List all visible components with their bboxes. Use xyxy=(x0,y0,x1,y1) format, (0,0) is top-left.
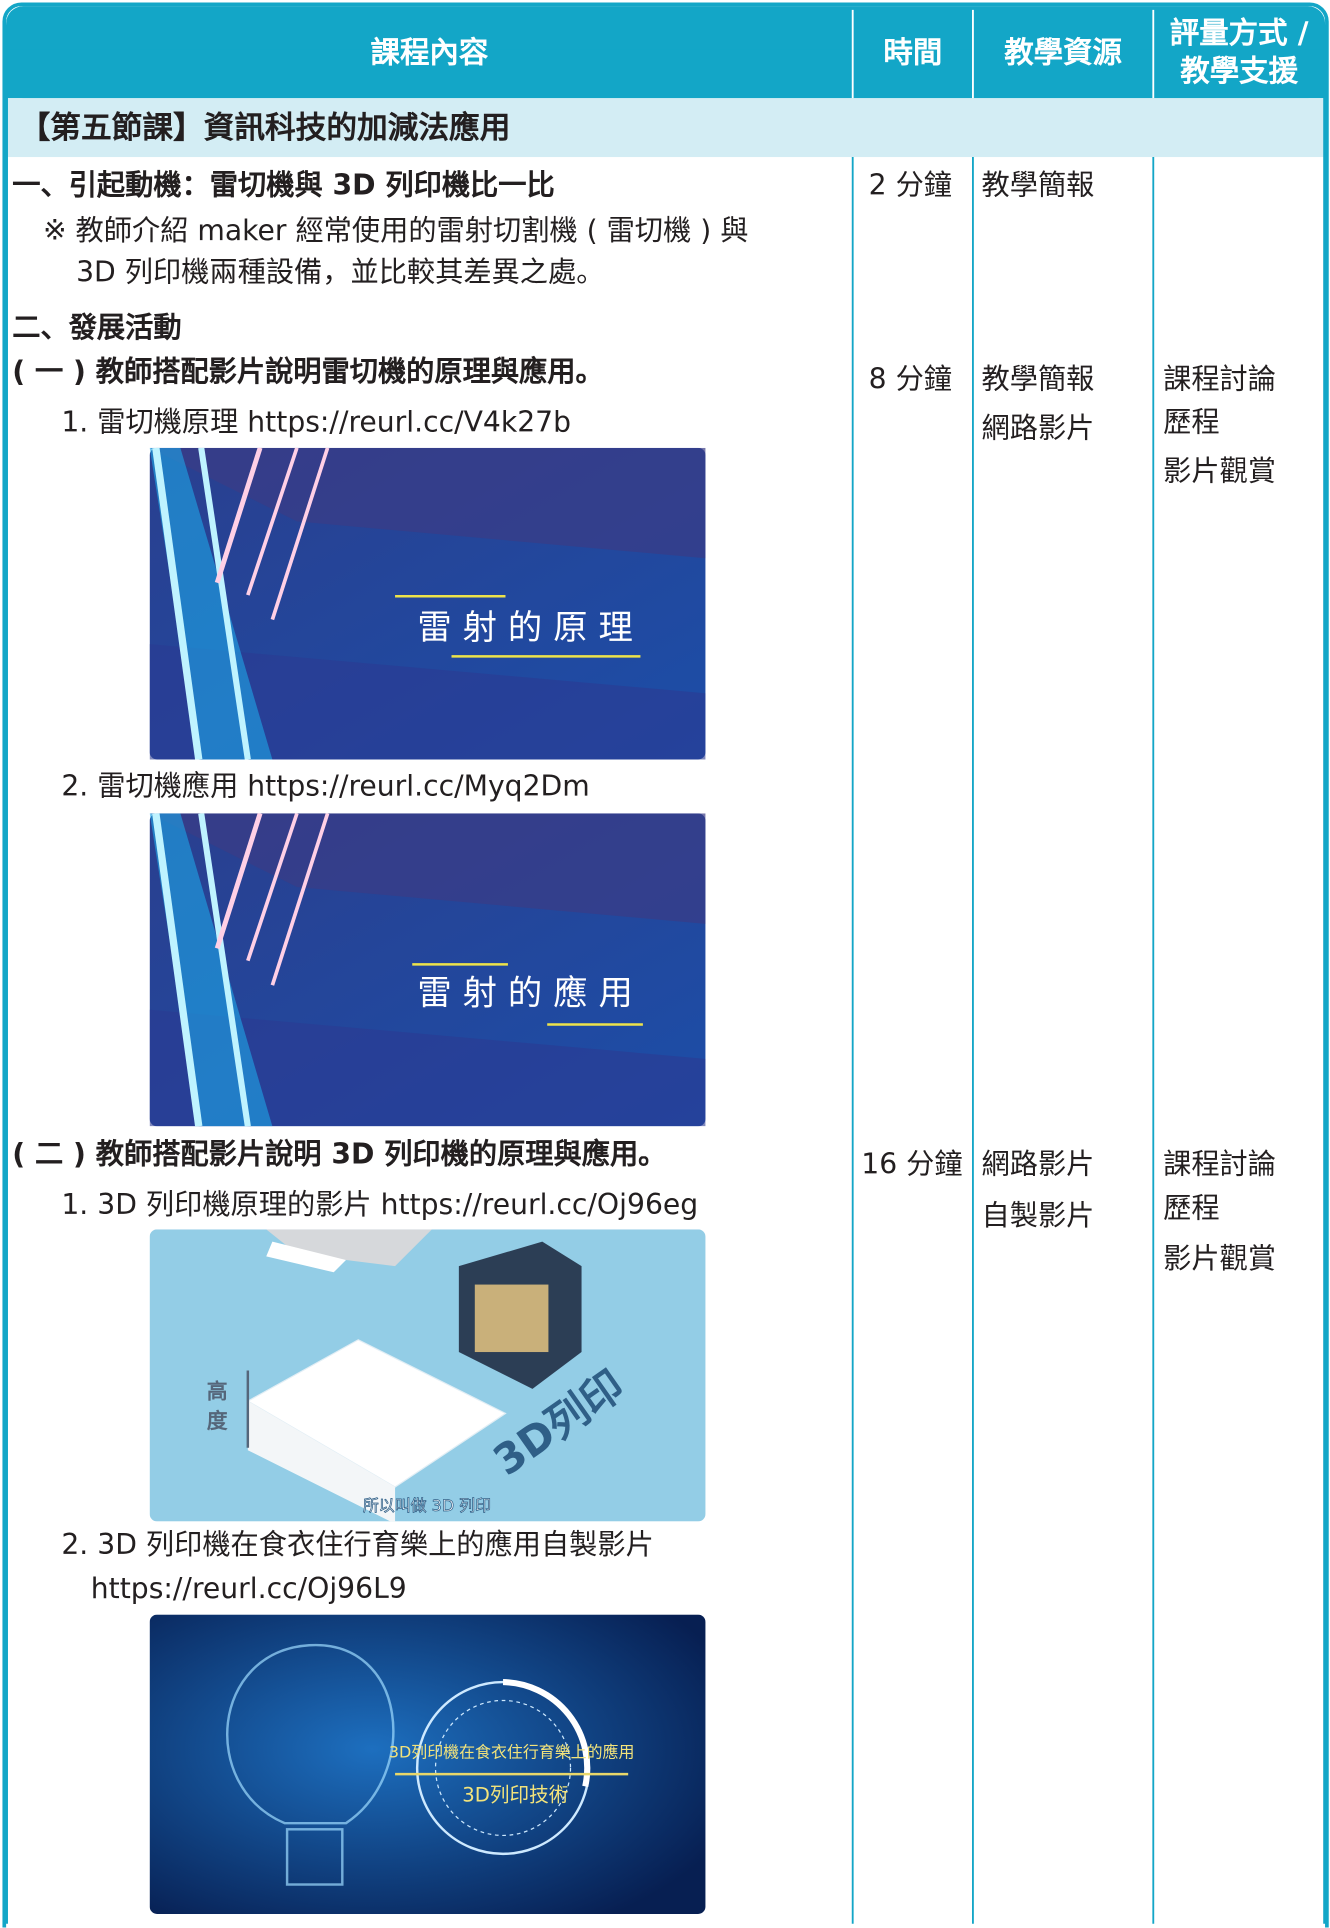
heading: 二、發展活動 xyxy=(12,312,182,345)
thumbnail-text: 3D列印機在食衣住行育樂上的應用 xyxy=(389,1743,635,1762)
thumbnail-text: 雷 射 的 應 用 xyxy=(417,974,632,1014)
header-cell: 時間 xyxy=(883,35,943,70)
text: https://reurl.cc/Oj96L9 xyxy=(90,1573,407,1606)
thumbnail-text: 所以叫做 3D 列印 xyxy=(363,1496,491,1515)
heading: 一、引起動機：雷切機與 3D 列印機比一比 xyxy=(12,169,555,202)
header-cell: 評量方式 / xyxy=(1169,15,1309,51)
assessment: 影片觀賞 xyxy=(1163,1243,1276,1276)
text: 2. 3D 列印機在食衣住行育樂上的應用自製影片 xyxy=(61,1529,654,1562)
resource: 自製影片 xyxy=(981,1200,1095,1233)
time: 2 分鐘 xyxy=(868,169,953,202)
text: 1. 3D 列印機原理的影片 https://reurl.cc/Oj96eg xyxy=(61,1189,699,1222)
text: ※ 教師介紹 maker 經常使用的雷射切割機 ( 雷切機 ) 與 xyxy=(42,215,749,248)
header-cell: 課程內容 xyxy=(370,35,489,70)
thumbnail-text: 度 xyxy=(207,1409,228,1433)
text: 1. 雷切機原理 https://reurl.cc/V4k27b xyxy=(61,406,572,439)
header-cell: 教學支援 xyxy=(1180,53,1299,89)
video-thumbnail: 3D列印機在食衣住行育樂上的應用 3D列印技術 xyxy=(149,1614,706,1914)
time: 8 分鐘 xyxy=(868,363,953,396)
text: 3D 列印機兩種設備，並比較其差異之處。 xyxy=(76,257,605,289)
thumbnail-text: 高 xyxy=(207,1380,228,1404)
thumbnail-text: 雷 射 的 原 理 xyxy=(417,608,632,648)
assessment: 影片觀賞 xyxy=(1163,455,1276,488)
resource: 網路影片 xyxy=(981,1148,1095,1181)
section-title: 【第五節課】資訊科技的加減法應用 xyxy=(19,109,511,146)
subheading: ( 一 ) 教師搭配影片說明雷切機的原理與應用。 xyxy=(12,356,604,389)
text: 2. 雷切機應用 https://reurl.cc/Myq2Dm xyxy=(61,771,590,804)
assessment: 歷程 xyxy=(1163,1193,1220,1226)
resource: 教學簡報 xyxy=(981,169,1095,202)
video-thumbnail: 雷 射 的 應 用 xyxy=(149,813,706,1127)
thumbnail-text: 3D列印技術 xyxy=(462,1784,568,1807)
resource: 教學簡報 xyxy=(981,363,1095,396)
subheading: ( 二 ) 教師搭配影片說明 3D 列印機的原理與應用。 xyxy=(12,1139,667,1172)
resource: 網路影片 xyxy=(981,412,1095,445)
header-cell: 教學資源 xyxy=(1004,35,1122,70)
assessment: 課程討論 xyxy=(1163,1148,1276,1181)
time: 16 分鐘 xyxy=(861,1148,963,1181)
video-thumbnail: 高 度 3D列印 所以叫做 3D 列印 xyxy=(149,1229,706,1522)
video-thumbnail: 雷 射 的 原 理 xyxy=(149,447,706,760)
assessment: 課程討論 xyxy=(1163,363,1276,396)
assessment: 歷程 xyxy=(1163,406,1220,439)
